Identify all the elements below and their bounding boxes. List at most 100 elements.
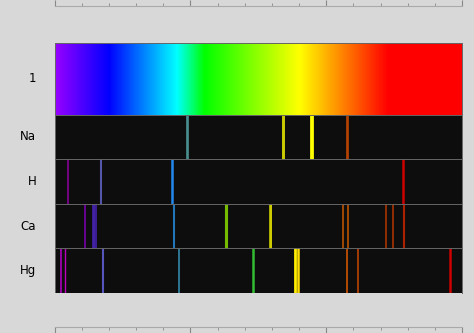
Bar (402, 43, 403, 115)
Bar (403, 43, 404, 115)
Bar (168, 43, 169, 115)
Bar (227, 43, 228, 115)
Bar (324, 43, 325, 115)
Bar (200, 43, 201, 115)
Bar (184, 43, 185, 115)
Bar (194, 43, 195, 115)
Bar (428, 43, 429, 115)
Bar (352, 43, 353, 115)
Bar (449, 43, 450, 115)
Bar (96, 43, 97, 115)
Bar (292, 43, 293, 115)
Bar (160, 43, 161, 115)
Bar (396, 43, 397, 115)
Bar (116, 43, 117, 115)
Bar (122, 43, 123, 115)
Bar (133, 43, 134, 115)
Bar (161, 43, 162, 115)
Bar (215, 43, 216, 115)
Bar (87, 43, 88, 115)
Bar (219, 43, 220, 115)
Bar (247, 43, 248, 115)
Bar (235, 43, 236, 115)
Bar (384, 43, 385, 115)
Bar (353, 43, 354, 115)
Bar (453, 43, 454, 115)
Bar (81, 43, 82, 115)
Bar (150, 43, 151, 115)
Bar (409, 43, 410, 115)
Bar (332, 43, 333, 115)
Bar (272, 43, 273, 115)
Bar (226, 43, 227, 115)
Bar (399, 43, 400, 115)
Bar (88, 43, 89, 115)
Bar (106, 43, 107, 115)
Bar (304, 43, 305, 115)
Bar (65, 43, 66, 115)
Bar (444, 43, 445, 115)
Bar (370, 43, 371, 115)
Bar (198, 43, 199, 115)
Bar (283, 43, 284, 115)
Bar (317, 43, 318, 115)
Bar (94, 43, 95, 115)
Bar (242, 43, 243, 115)
Bar (147, 43, 148, 115)
Bar (177, 43, 178, 115)
Bar (264, 43, 265, 115)
Bar (259, 43, 260, 115)
Bar (307, 43, 308, 115)
Bar (84, 43, 85, 115)
Bar (350, 43, 351, 115)
Bar (72, 43, 73, 115)
Bar (348, 43, 349, 115)
Bar (244, 43, 245, 115)
Bar (310, 43, 311, 115)
Bar (178, 43, 179, 115)
Bar (429, 43, 430, 115)
Bar (110, 43, 111, 115)
Bar (113, 43, 114, 115)
Bar (269, 43, 270, 115)
Bar (364, 43, 365, 115)
Bar (386, 43, 387, 115)
Bar (379, 43, 380, 115)
Bar (289, 43, 290, 115)
Bar (336, 43, 337, 115)
Bar (445, 43, 446, 115)
Bar (111, 43, 112, 115)
Bar (97, 43, 98, 115)
Bar (80, 43, 81, 115)
Bar (64, 43, 65, 115)
Bar (183, 43, 184, 115)
Bar (248, 43, 249, 115)
Bar (185, 43, 186, 115)
Bar (181, 43, 182, 115)
Bar (180, 43, 181, 115)
Bar (165, 43, 166, 115)
Bar (312, 43, 313, 115)
Bar (367, 43, 368, 115)
Bar (141, 43, 142, 115)
Bar (159, 43, 160, 115)
Bar (392, 43, 393, 115)
Bar (368, 43, 369, 115)
Bar (434, 43, 435, 115)
Bar (201, 43, 202, 115)
Bar (173, 43, 174, 115)
Bar (454, 43, 455, 115)
Bar (406, 43, 407, 115)
Bar (69, 43, 70, 115)
Bar (313, 43, 314, 115)
Bar (218, 43, 219, 115)
Bar (174, 43, 175, 115)
Bar (354, 43, 355, 115)
Bar (220, 43, 221, 115)
Bar (59, 43, 60, 115)
Bar (333, 43, 334, 115)
Bar (224, 43, 225, 115)
Bar (132, 43, 133, 115)
Bar (131, 43, 132, 115)
Bar (126, 43, 127, 115)
